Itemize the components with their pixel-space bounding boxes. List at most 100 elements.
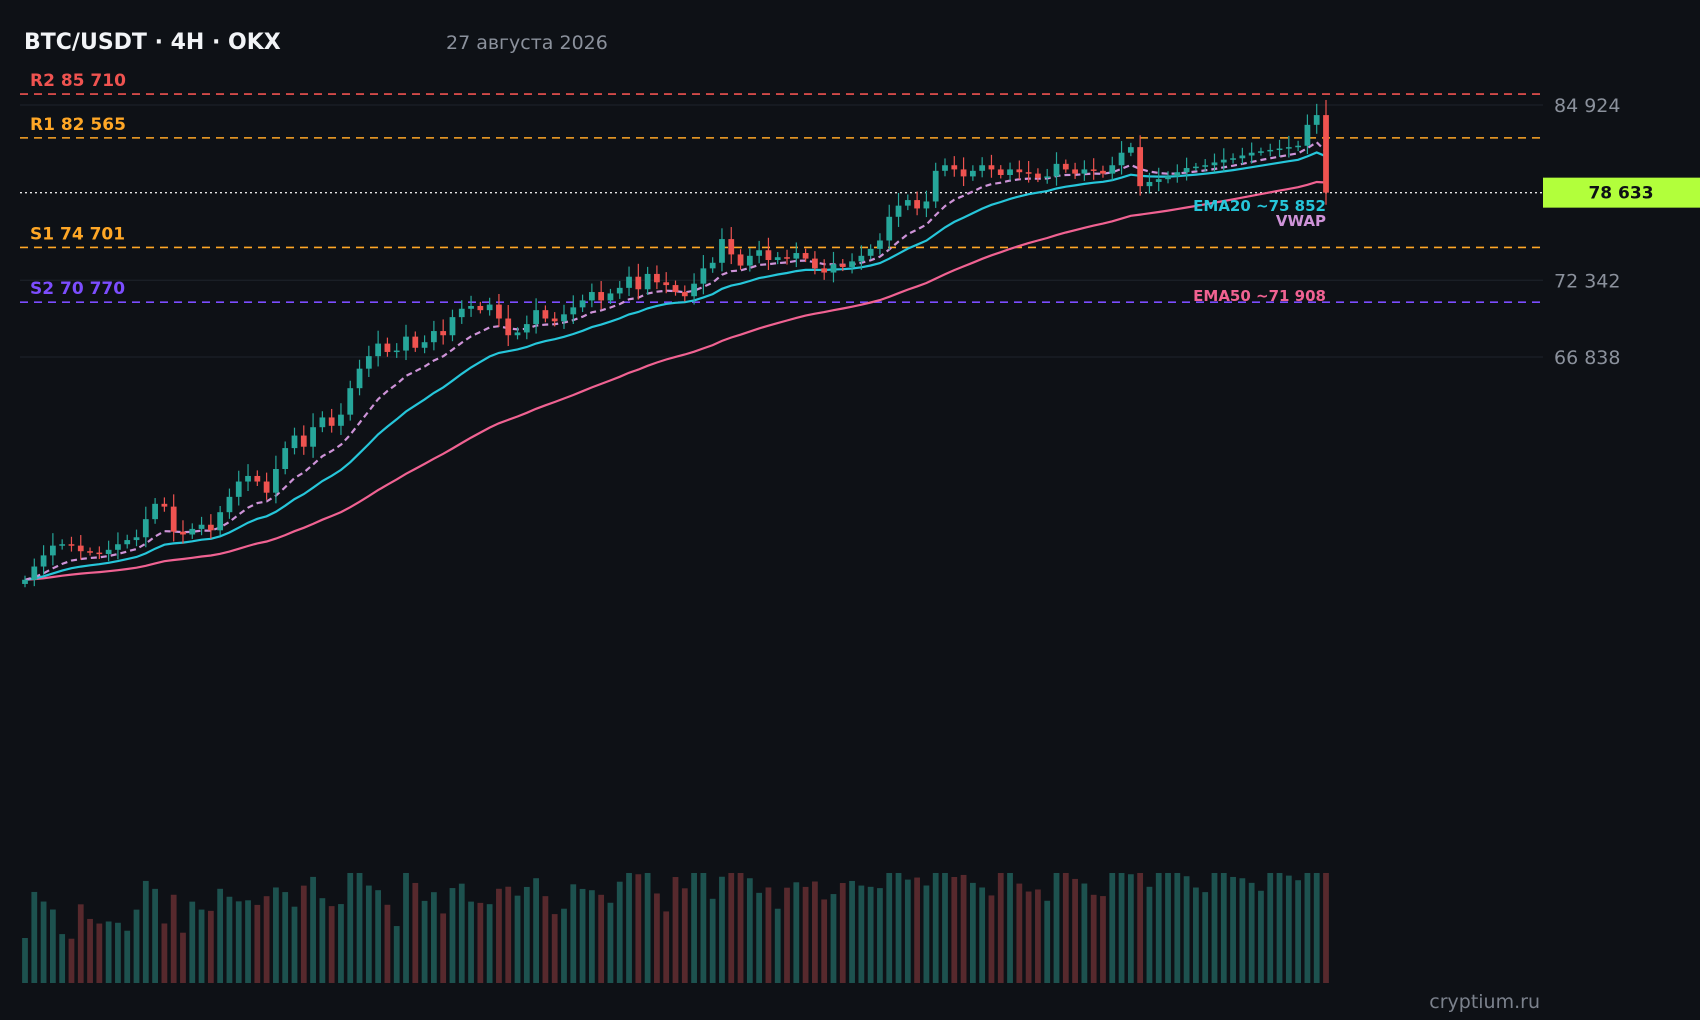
volume-bars	[22, 873, 1329, 983]
candle-body	[626, 276, 632, 288]
chart-date: 27 августа 2026	[446, 32, 608, 54]
candle-body	[384, 343, 391, 352]
volume-bar	[412, 882, 419, 983]
volume-bar	[1183, 876, 1190, 983]
volume-bar	[746, 878, 753, 983]
volume-bar	[31, 891, 38, 983]
volume-bar	[393, 926, 400, 983]
volume-bar	[486, 904, 493, 983]
volume-bar	[161, 923, 168, 983]
volume-bar	[849, 880, 855, 983]
candle-body	[1155, 179, 1162, 182]
volume-bar	[533, 878, 539, 983]
indicator-lines	[24, 140, 1327, 581]
volume-bar	[1146, 886, 1153, 983]
candle-body	[486, 304, 493, 311]
volume-bar	[1285, 875, 1292, 983]
candle-body	[403, 336, 409, 351]
volume-bar	[496, 888, 502, 983]
volume-bar	[96, 923, 103, 983]
candle-body	[1295, 145, 1302, 148]
watermark: cryptium.ru	[1429, 991, 1540, 1013]
volume-bar	[542, 896, 549, 983]
volume-bar	[468, 901, 474, 983]
volume-bar	[1258, 890, 1264, 983]
volume-bar	[1220, 873, 1227, 983]
candle-body	[1276, 148, 1283, 151]
volume-bar	[1174, 873, 1181, 983]
volume-bar	[217, 888, 224, 983]
candle-body	[421, 342, 428, 348]
volume-bar	[895, 873, 902, 983]
candle-body	[654, 273, 660, 283]
candle-body	[1230, 158, 1236, 160]
candle-body	[951, 165, 958, 170]
candle-body	[728, 239, 735, 255]
volume-bar	[477, 902, 484, 983]
volume-bar	[1127, 874, 1134, 983]
candle-body	[375, 343, 382, 357]
candle-body	[969, 170, 976, 177]
volume-bar	[1137, 873, 1144, 983]
candle-body	[570, 307, 577, 315]
candle-body	[1220, 159, 1227, 163]
candle-body	[932, 170, 939, 202]
candle-body	[533, 310, 539, 325]
volume-bar	[672, 877, 679, 983]
volume-bar	[245, 900, 251, 983]
candle-body	[523, 324, 530, 333]
volume-bar	[263, 896, 270, 983]
candle-body	[607, 293, 614, 301]
volume-bar	[663, 911, 670, 983]
volume-bar	[886, 873, 893, 983]
candle-body	[1267, 149, 1274, 152]
indicator-label-vwap: VWAP	[1276, 212, 1326, 230]
candle-body	[133, 537, 140, 541]
candle-body	[245, 475, 251, 482]
candle-body	[1072, 169, 1078, 174]
candle-body	[542, 310, 549, 319]
volume-bar	[756, 892, 763, 983]
candle-body	[1146, 181, 1153, 187]
volume-bar	[681, 888, 688, 983]
candle-body	[1016, 169, 1023, 173]
volume-bar	[923, 885, 930, 983]
candle-body	[365, 356, 372, 369]
volume-bar	[1007, 873, 1013, 983]
volume-bar	[867, 886, 874, 983]
support-resistance-levels	[20, 93, 1543, 304]
volume-bar	[40, 901, 47, 983]
volume-bar	[719, 876, 725, 983]
candle-body	[198, 524, 205, 529]
candle-body	[142, 519, 149, 538]
candle-body	[1100, 170, 1106, 174]
y-tick-label: 84 924	[1554, 95, 1620, 117]
volume-bar	[942, 873, 948, 983]
candle-body	[886, 216, 893, 241]
volume-bar	[737, 873, 744, 983]
candle-body	[663, 282, 670, 286]
level-label-s1: S1 74 701	[30, 224, 125, 244]
candle-body	[904, 200, 911, 206]
candle-body	[338, 414, 344, 426]
candle-body	[681, 292, 688, 297]
candle-body	[774, 257, 781, 260]
volume-bar	[1081, 883, 1088, 983]
candle-body	[115, 544, 121, 550]
volume-bar	[793, 882, 800, 983]
volume-bar	[1323, 873, 1329, 983]
candle-body	[77, 545, 84, 552]
volume-bar	[1044, 900, 1051, 983]
volume-bar	[514, 895, 521, 983]
volume-bar	[523, 886, 530, 983]
candle-body	[802, 253, 809, 259]
y-tick-label: 72 342	[1554, 270, 1620, 292]
candle-body	[839, 264, 846, 267]
volume-bar	[812, 881, 818, 983]
candle-body	[644, 273, 651, 290]
candle-body	[124, 540, 131, 545]
volume-bar	[207, 910, 214, 983]
